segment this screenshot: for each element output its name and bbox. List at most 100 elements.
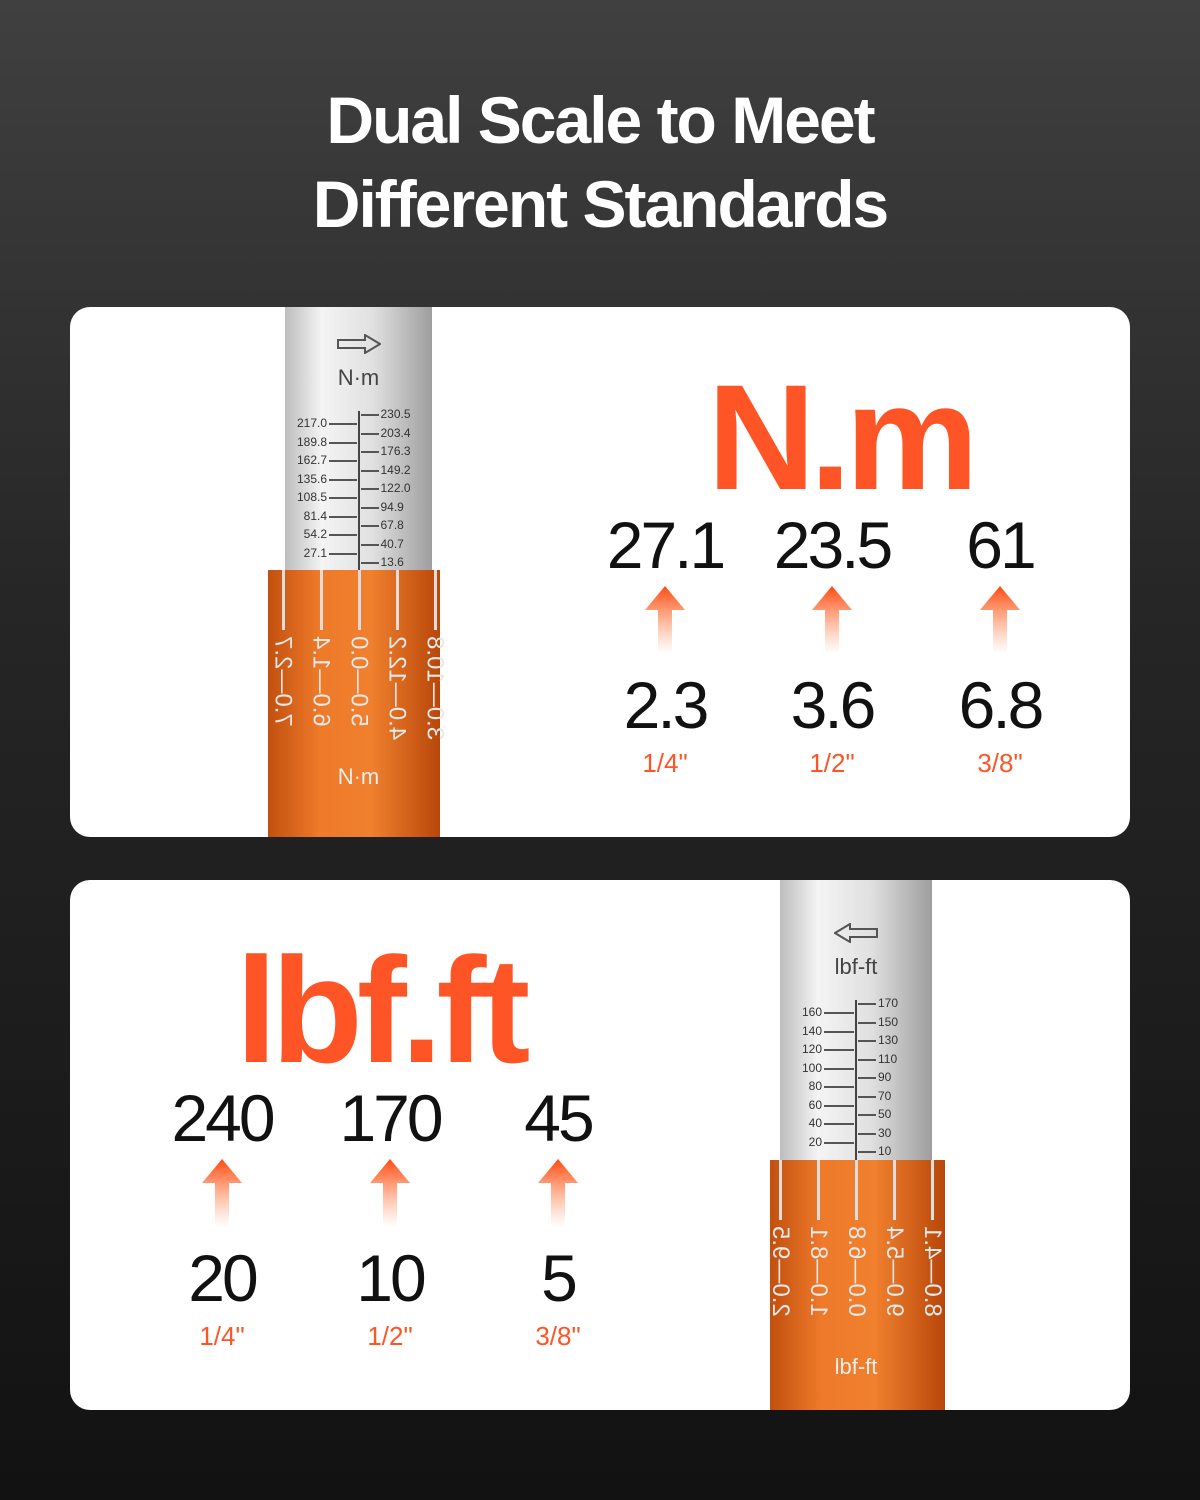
nm-scale-card: N.m 27.1 2.3 1/4" 23.5 3.6 1/2" 61 6.8 3/8" N·m 21…	[70, 307, 1130, 837]
scale-tick	[329, 515, 357, 518]
scale-label-right: 122.0	[380, 481, 411, 495]
sleeve-line	[817, 1160, 820, 1220]
scale-label-left: 27.1	[303, 545, 327, 560]
scale-label-left: 108.5	[296, 490, 327, 504]
sleeve-line	[357, 570, 361, 630]
scale-tick	[329, 478, 357, 481]
sleeve-line	[395, 570, 399, 630]
min-torque-value: 3.6	[790, 668, 877, 742]
scale-tick	[329, 497, 357, 499]
scale-tick	[329, 552, 357, 555]
scale-label-left: 120	[801, 1042, 822, 1056]
scale-tick	[360, 432, 379, 435]
scale-label-right: 230.5	[380, 407, 411, 421]
arrow-up-icon	[645, 586, 685, 654]
scale-tick	[824, 1141, 854, 1144]
scale-label-right: 50	[878, 1107, 892, 1121]
arrow-right-icon	[336, 333, 382, 355]
scale-label-right: 176.3	[380, 444, 411, 458]
max-torque-value: 23.5	[773, 508, 893, 582]
scale-tick	[858, 1151, 876, 1153]
drive-size-label: 1/2"	[367, 1321, 413, 1351]
max-torque-value: 45	[524, 1081, 594, 1155]
scale-label-left: 217.0	[296, 416, 327, 430]
scale-label-left: 100	[801, 1060, 822, 1075]
arrow-up-icon	[370, 1159, 410, 1227]
scale-centerline	[855, 1000, 857, 1160]
sleeve-unit-label: lbf-ft	[834, 1354, 878, 1379]
scale-tick	[360, 451, 379, 453]
scale-tick	[824, 1049, 854, 1051]
wrench-sleeve	[268, 570, 440, 837]
scale-label-right: 10	[878, 1144, 892, 1158]
sleeve-line	[931, 1160, 934, 1220]
scale-label-right: 203.4	[380, 425, 411, 440]
scale-label-left: 40	[808, 1116, 822, 1130]
scale-label-right: 150	[878, 1014, 899, 1029]
scale-label-left: 140	[801, 1023, 822, 1038]
max-torque-value: 240	[171, 1081, 275, 1155]
sleeve-scale-label: 2.0—9.5	[767, 1226, 794, 1317]
scale-tick	[329, 423, 357, 425]
scale-label-right: 94.9	[380, 499, 404, 514]
sleeve-unit-label: N·m	[337, 764, 380, 789]
scale-tick	[858, 1132, 876, 1135]
sleeve-line	[855, 1160, 858, 1220]
scale-tick	[824, 1104, 854, 1107]
scale-tick	[824, 1012, 854, 1014]
scale-label-left: 81.4	[303, 508, 327, 523]
scale-label-right: 130	[878, 1033, 899, 1047]
min-torque-value: 10	[356, 1241, 426, 1315]
scale-label-right: 90	[878, 1070, 892, 1084]
drive-size-label: 1/4"	[642, 748, 688, 778]
scale-label-right: 40.7	[380, 536, 404, 551]
drive-size-label: 1/4"	[199, 1321, 245, 1351]
max-torque-value: 170	[339, 1081, 443, 1155]
arrow-up-icon	[202, 1159, 242, 1227]
sleeve-scale-label: 4.0—12.2	[383, 636, 411, 741]
drive-size-label: 3/8"	[977, 748, 1023, 778]
max-torque-value: 27.1	[606, 508, 726, 582]
scale-tick	[858, 1095, 876, 1098]
sleeve-scale-label: 9.0—5.4	[881, 1226, 908, 1317]
scale-label-right: 149.2	[380, 462, 411, 477]
max-torque-value: 61	[966, 508, 1036, 582]
scale-tick	[360, 414, 379, 416]
scale-label-left: 20	[808, 1134, 822, 1149]
sleeve-scale-label: 7.0—2.7	[269, 636, 297, 727]
sleeve-scale-label: 8.0—4.1	[919, 1226, 946, 1317]
sleeve-scale-label: 6.0—1.4	[307, 636, 335, 727]
arrow-up-icon	[538, 1159, 578, 1227]
scale-tick	[824, 1123, 854, 1125]
min-torque-value: 5	[541, 1241, 578, 1315]
arrow-up-icon	[980, 586, 1020, 654]
unit-heading: N.m	[707, 353, 978, 521]
tube-unit-label: lbf-ft	[834, 954, 878, 979]
scale-label-right: 110	[878, 1051, 898, 1066]
drive-size-label: 1/2"	[809, 748, 855, 778]
scale-tick	[824, 1030, 854, 1033]
scale-label-left: 160	[801, 1005, 822, 1019]
arrow-left-icon	[833, 922, 878, 944]
sleeve-scale-label: 3.0—10.8	[421, 636, 449, 741]
scale-tick	[360, 543, 379, 546]
sleeve-scale-label: 1.0—8.1	[805, 1226, 832, 1317]
lbf-scale-card: lbf.ft 240 20 1/4" 170 10 1/2" 45 5 3/8" lbf-ft 16…	[70, 880, 1130, 1410]
scale-tick	[360, 525, 379, 527]
scale-label-right: 13.6	[380, 555, 404, 569]
scale-label-left: 60	[808, 1097, 822, 1112]
scale-label-left: 54.2	[303, 527, 327, 541]
unit-heading: lbf.ft	[235, 926, 531, 1094]
scale-tick	[858, 1114, 876, 1116]
scale-tick	[329, 460, 357, 462]
page-title: Dual Scale to Meet Different Standards	[312, 83, 889, 241]
sleeve-scale-label: 5.0—0.0	[345, 636, 373, 727]
scale-tick	[824, 1086, 854, 1088]
min-torque-value: 6.8	[958, 668, 1045, 742]
scale-label-right: 170	[878, 996, 899, 1010]
scale-centerline	[357, 411, 360, 570]
scale-label-right: 67.8	[380, 518, 404, 532]
scale-tick	[858, 1021, 876, 1024]
scale-tick	[360, 506, 379, 509]
scale-tick	[360, 562, 379, 564]
